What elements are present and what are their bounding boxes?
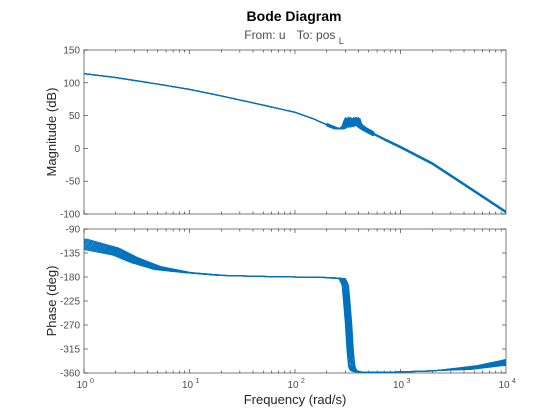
x-tick-label-exponent: 2	[301, 378, 305, 385]
magnitude-y-tick-label: 50	[69, 111, 81, 122]
magnitude-panel: -100 -50 0 50 100 150 Magnitude (dB)	[44, 46, 507, 221]
magnitude-series-group	[84, 73, 506, 214]
phase-y-tick-label: -90	[66, 225, 81, 236]
subtitle-to: To: pos	[297, 28, 336, 42]
x-axis-label: Frequency (rad/s)	[244, 392, 347, 407]
magnitude-y-tick-label: -50	[66, 177, 81, 188]
x-tick-label-exponent: 1	[196, 378, 200, 385]
phase-series-group	[84, 238, 506, 373]
phase-y-tick-label: -360	[60, 369, 80, 380]
phase-axes-box	[83, 228, 507, 374]
magnitude-axes-box	[83, 49, 507, 215]
phase-y-tick-label: -180	[60, 273, 80, 284]
subtitle-from: From: u	[244, 28, 285, 42]
chart-subtitle: From: u To: pos L	[244, 28, 344, 46]
phase-y-tick-label: -315	[60, 345, 80, 356]
x-tick-label-exponent: 4	[512, 378, 516, 385]
phase-y-tick-label: -270	[60, 321, 80, 332]
chart-title: Bode Diagram	[247, 8, 342, 24]
x-tick-label: 10	[498, 380, 510, 391]
magnitude-series-line	[84, 73, 506, 212]
phase-y-tick-label: -135	[60, 249, 80, 260]
magnitude-y-tick-label: 0	[74, 144, 80, 155]
phase-y-axis-label: Phase (deg)	[44, 266, 59, 337]
magnitude-y-tick-label: -100	[60, 210, 80, 221]
x-tick-label-exponent: 0	[90, 378, 94, 385]
phase-series-line	[84, 238, 506, 373]
magnitude-y-tick-label: 100	[63, 78, 80, 89]
x-tick-label-exponent: 3	[407, 378, 411, 385]
magnitude-y-axis-label: Magnitude (dB)	[44, 88, 59, 177]
x-tick-label: 10	[76, 380, 88, 391]
x-tick-label: 10	[393, 380, 405, 391]
x-tick-label: 10	[287, 380, 299, 391]
phase-y-tick-label: -225	[60, 297, 80, 308]
magnitude-y-tick-label: 150	[63, 46, 80, 57]
subtitle-to-subscript: L	[339, 36, 344, 46]
x-tick-label: 10	[182, 380, 194, 391]
